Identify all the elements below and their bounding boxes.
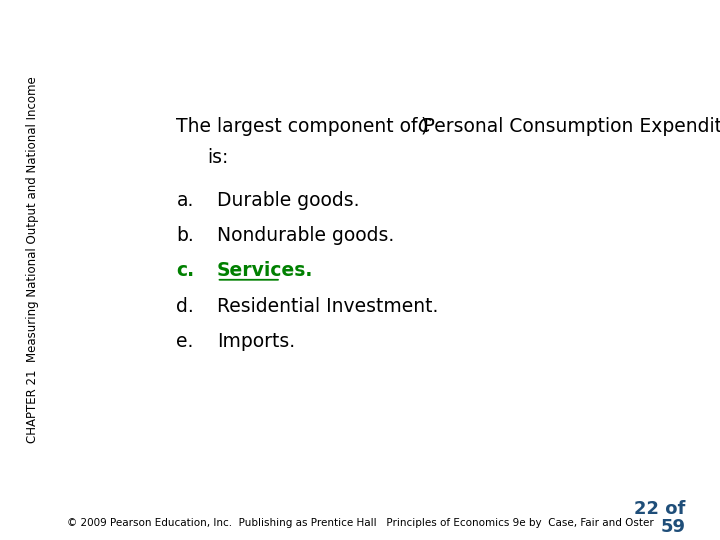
Text: © 2009 Pearson Education, Inc.  Publishing as Prentice Hall   Principles of Econ: © 2009 Pearson Education, Inc. Publishin… [67,518,653,528]
Text: Services.: Services. [217,261,313,280]
Text: CHAPTER 21  Measuring National Output and National Income: CHAPTER 21 Measuring National Output and… [26,76,39,443]
Text: C: C [418,117,431,136]
Text: Durable goods.: Durable goods. [217,191,359,210]
Text: Imports.: Imports. [217,332,294,351]
Text: ): ) [421,117,428,136]
Text: 59: 59 [660,518,685,536]
Text: d.: d. [176,297,194,316]
Text: Residential Investment.: Residential Investment. [217,297,438,316]
Text: a.: a. [176,191,194,210]
Text: Nondurable goods.: Nondurable goods. [217,226,394,245]
Text: The largest component of Personal Consumption Expenditures (: The largest component of Personal Consum… [176,117,720,136]
Text: b.: b. [176,226,194,245]
Text: c.: c. [176,261,194,280]
Text: is:: is: [207,148,228,167]
Text: e.: e. [176,332,194,351]
Text: 22 of: 22 of [634,501,685,518]
